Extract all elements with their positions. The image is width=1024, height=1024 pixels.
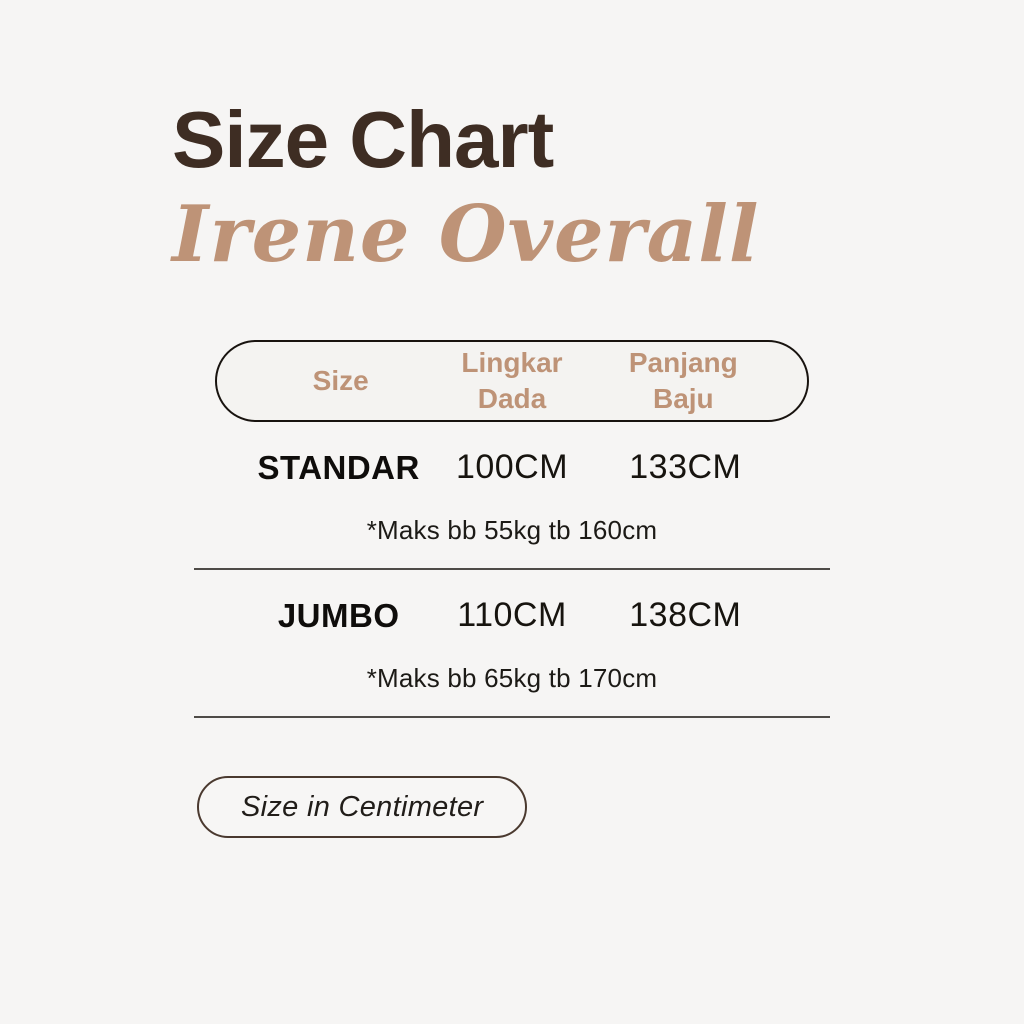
- size-table: Size Lingkar Dada Panjang Baju STANDAR 1…: [194, 340, 830, 718]
- size-name: STANDAR: [257, 448, 420, 486]
- product-name: Irene Overall: [172, 189, 760, 280]
- unit-badge-label: Size in Centimeter: [241, 790, 484, 823]
- table-row-standar: STANDAR 100CM 133CM: [194, 448, 830, 487]
- lingkar-dada-value: 100CM: [455, 448, 569, 486]
- table-row-jumbo: JUMBO 110CM 138CM: [194, 596, 830, 635]
- unit-badge: Size in Centimeter: [197, 776, 528, 838]
- row-note: *Maks bb 65kg tb 170cm: [366, 663, 658, 693]
- lingkar-dada-value: 110CM: [457, 596, 567, 634]
- table-header-pill: Size Lingkar Dada Panjang Baju: [215, 340, 809, 422]
- divider: [194, 716, 830, 718]
- column-header-panjang-baju: Panjang Baju: [628, 346, 738, 414]
- column-header-size: Size: [312, 364, 369, 396]
- panjang-baju-value: 138CM: [629, 596, 742, 634]
- divider: [194, 568, 830, 570]
- column-header-lingkar-dada: Lingkar Dada: [461, 346, 563, 414]
- table-header-row: Size Lingkar Dada Panjang Baju: [255, 345, 769, 418]
- heading-block: Size Chart Irene Overall: [0, 0, 1024, 274]
- page-title: Size Chart: [172, 95, 554, 184]
- row-note: *Maks bb 55kg tb 160cm: [366, 515, 658, 545]
- size-name: JUMBO: [277, 596, 400, 634]
- panjang-baju-value: 133CM: [629, 448, 742, 486]
